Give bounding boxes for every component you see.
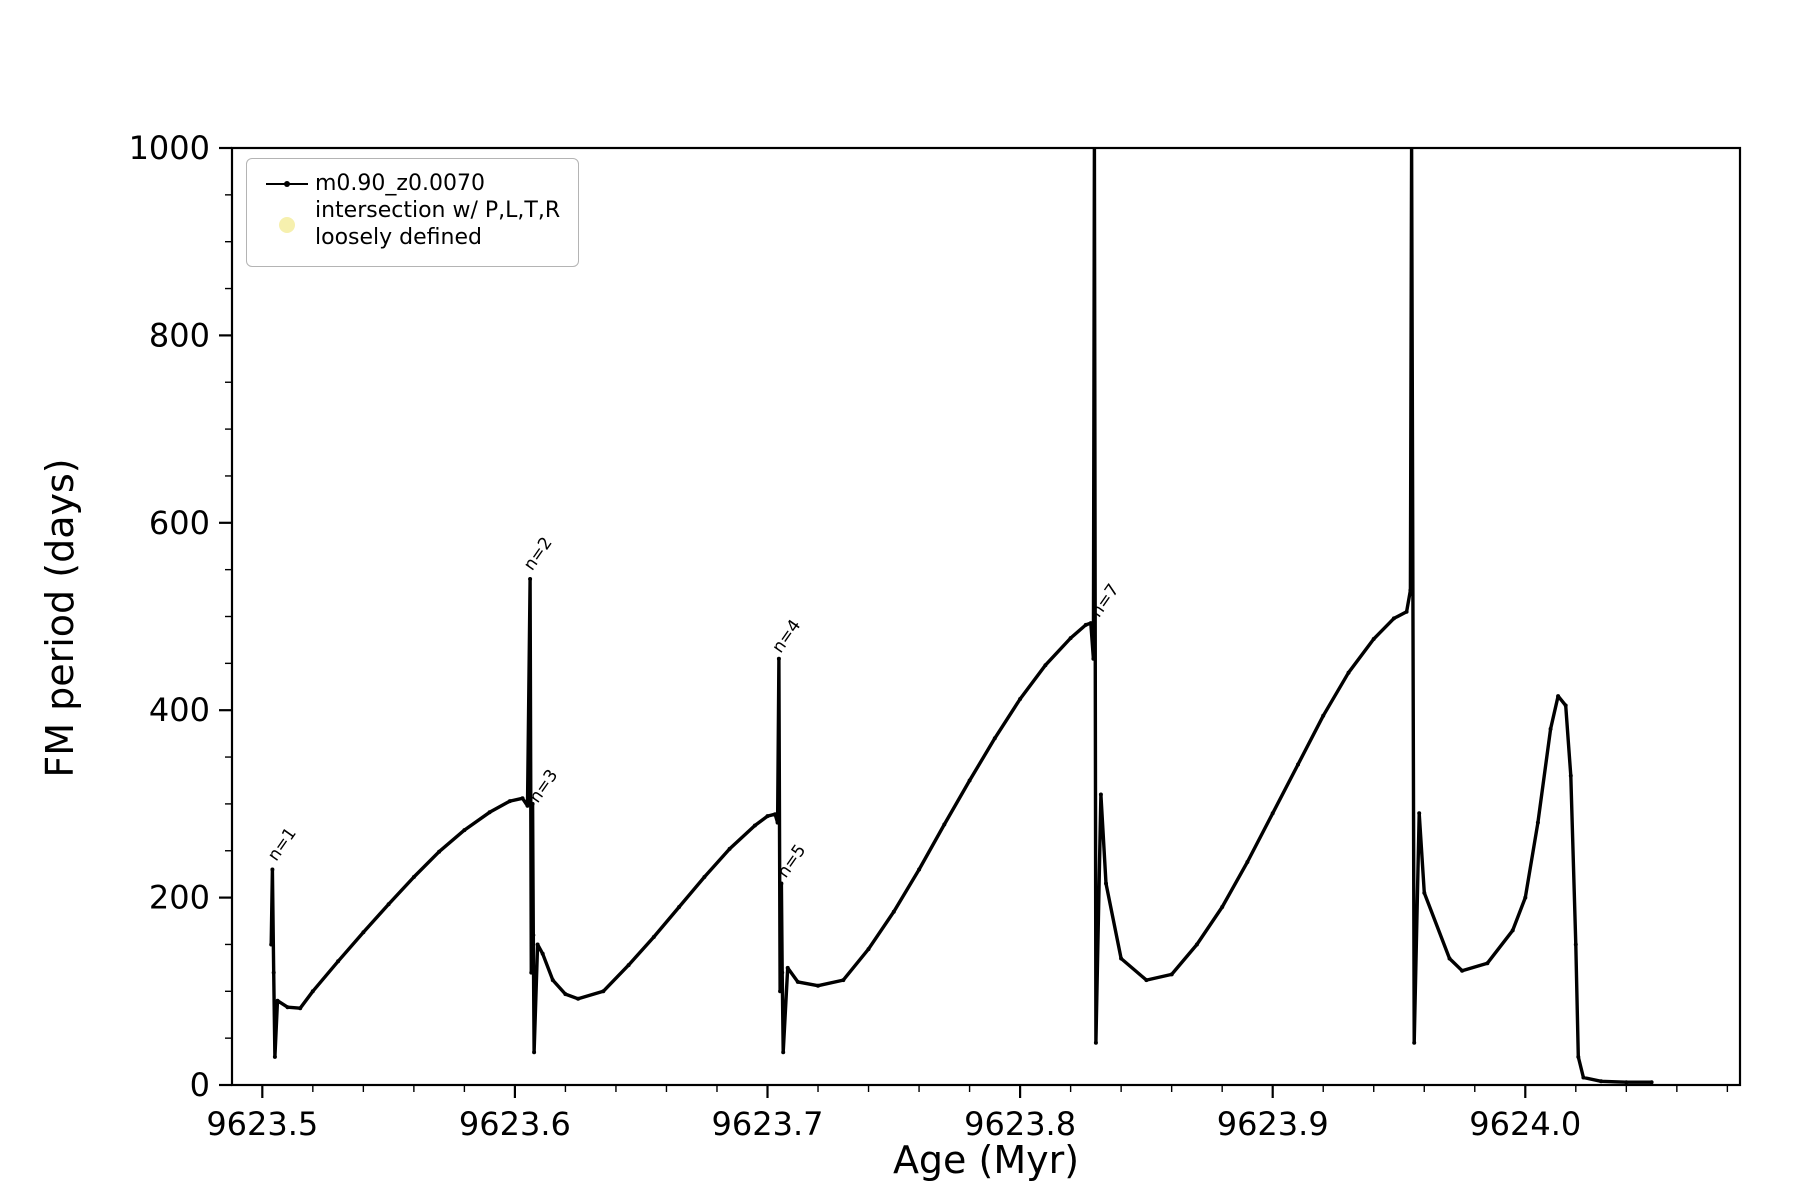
y-tick-label: 1000	[129, 129, 210, 167]
y-axis-label: FM period (days)	[38, 458, 82, 778]
y-tick-label: 400	[149, 691, 210, 729]
y-tick-label: 600	[149, 504, 210, 542]
annotation-label: n=2	[520, 534, 557, 575]
annotation-label: n=1	[264, 824, 301, 865]
series-markers	[269, 577, 1654, 1085]
x-tick-label: 9623.5	[206, 1105, 318, 1143]
yellow-dot-icon	[279, 216, 295, 233]
x-axis-ticks: 9623.5 9623.6 9623.7 9623.8 9623.9 9624.0	[206, 1085, 1729, 1143]
legend-intersection-label-line1: intersection w/ P,L,T,R	[315, 198, 561, 223]
y-tick-label: 0	[190, 1066, 210, 1104]
y-axis-ticks: 0 200 400 600 800 1000	[129, 129, 232, 1104]
legend-intersection-label-line2: loosely defined	[315, 224, 482, 250]
x-tick-label: 9623.6	[459, 1105, 571, 1143]
legend-series-label: m0.90_z0.0070	[315, 171, 485, 196]
x-tick-label: 9623.7	[712, 1105, 824, 1143]
plot-border	[230, 146, 1742, 1087]
y-tick-label: 800	[149, 316, 210, 354]
x-tick-label: 9623.8	[964, 1105, 1076, 1143]
x-axis-label: Age (Myr)	[892, 1138, 1080, 1182]
y-tick-label: 200	[149, 879, 210, 917]
legend-entry-intersection: intersection w/ P,L,T,R loosely defined	[259, 198, 560, 252]
legend-line-dot-marker	[259, 177, 315, 191]
x-tick-label: 9624.0	[1469, 1105, 1581, 1143]
legend-entry-series: m0.90_z0.0070	[259, 171, 560, 196]
legend: m0.90_z0.0070 intersection w/ P,L,T,R lo…	[246, 158, 580, 267]
annotations: n=1n=2n=3n=4n=5n=7	[264, 534, 1124, 882]
legend-intersection-dot-marker	[259, 216, 315, 233]
annotation-label: n=4	[768, 616, 805, 657]
series-line	[269, 148, 1654, 1084]
x-tick-label: 9623.9	[1217, 1105, 1329, 1143]
